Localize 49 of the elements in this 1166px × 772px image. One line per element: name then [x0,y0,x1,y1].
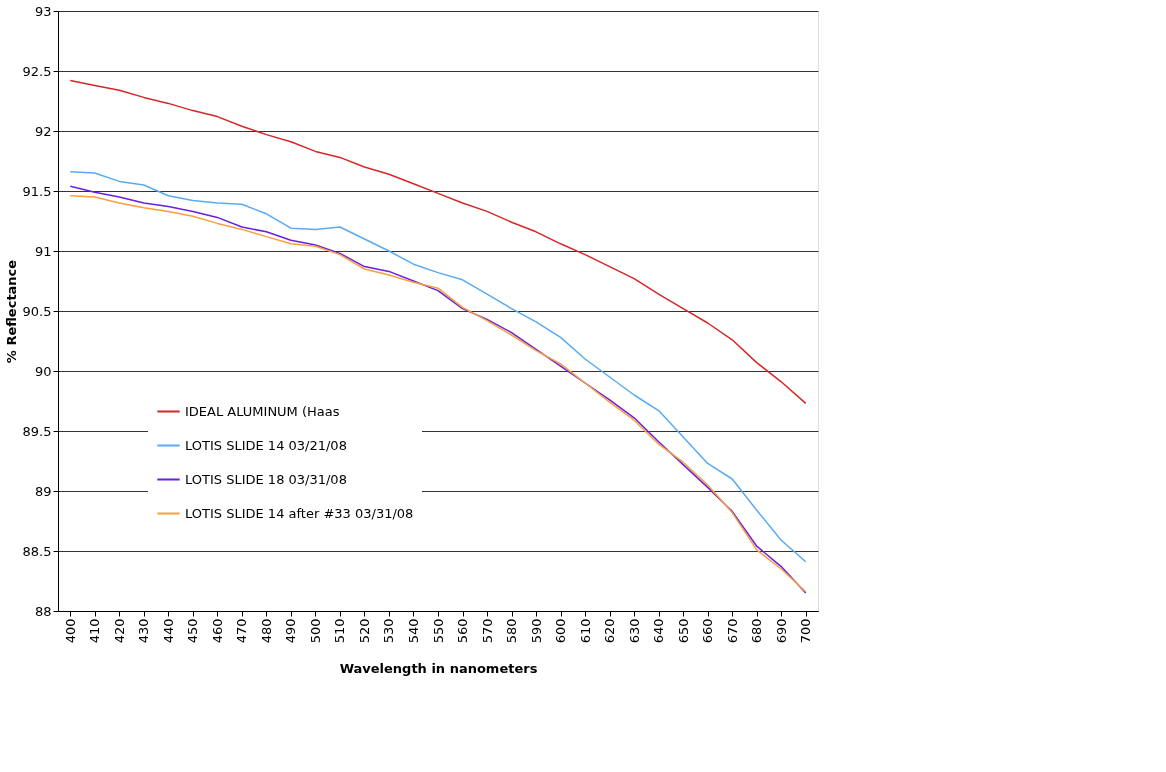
x-tick-label: 520 [356,618,372,644]
x-tick-label: 480 [258,618,274,644]
x-tick-label: 630 [626,618,642,644]
x-tick-label: 400 [62,618,78,644]
line-series [69,79,807,405]
x-tick-label: 490 [283,618,299,644]
y-tick-label: 90 [34,363,52,379]
y-tick-label: 90.5 [22,303,52,319]
x-tick-label: 680 [749,618,765,644]
y-axis-title: % Reflectance [3,259,19,364]
x-tick-label: 600 [553,618,569,644]
x-tick-label: 550 [430,618,446,644]
x-tick-label: 580 [504,618,520,644]
x-tick-label: 590 [528,618,544,644]
y-tick-label: 88 [34,603,52,619]
x-tick-label: 570 [479,618,495,644]
y-tick-label: 93 [34,3,52,19]
y-tick-label: 89.5 [22,423,52,439]
x-tick-label: 450 [185,618,201,644]
x-tick-label: 440 [160,618,176,644]
y-tick-label: 91.5 [22,183,52,199]
x-tick-label: 620 [602,618,618,644]
x-tick-label: 470 [234,618,250,644]
legend-label: LOTIS SLIDE 18 03/31/08 [185,471,347,487]
legend-label: LOTIS SLIDE 14 03/21/08 [185,437,347,453]
x-tick-label: 700 [798,618,814,644]
x-tick-label: 530 [381,618,397,644]
x-tick-label: 540 [405,618,421,644]
x-tick-label: 640 [651,618,667,644]
x-tick-label: 510 [332,618,348,644]
x-tick-label: 410 [87,618,103,644]
x-tick-label: 420 [111,618,127,644]
y-tick-label: 91 [34,243,52,259]
x-tick-label: 660 [700,618,716,644]
legend-label: LOTIS SLIDE 14 after #33 03/31/08 [185,505,414,521]
x-tick-label: 460 [209,618,225,644]
x-tick-label: 560 [455,618,471,644]
y-tick-label: 92.5 [22,63,52,79]
legend-label: IDEAL ALUMINUM (Haas [185,403,340,419]
x-tick-label: 430 [136,618,152,644]
y-tick-label: 88.5 [22,543,52,559]
x-tick-label: 690 [773,618,789,644]
x-tick-label: 610 [577,618,593,644]
y-tick-label: 89 [34,483,52,499]
x-tick-label: 650 [675,618,691,644]
x-tick-label: 500 [307,618,323,644]
y-tick-label: 92 [34,123,52,139]
x-axis-title: Wavelength in nanometers [339,661,538,677]
x-tick-label: 670 [724,618,740,644]
